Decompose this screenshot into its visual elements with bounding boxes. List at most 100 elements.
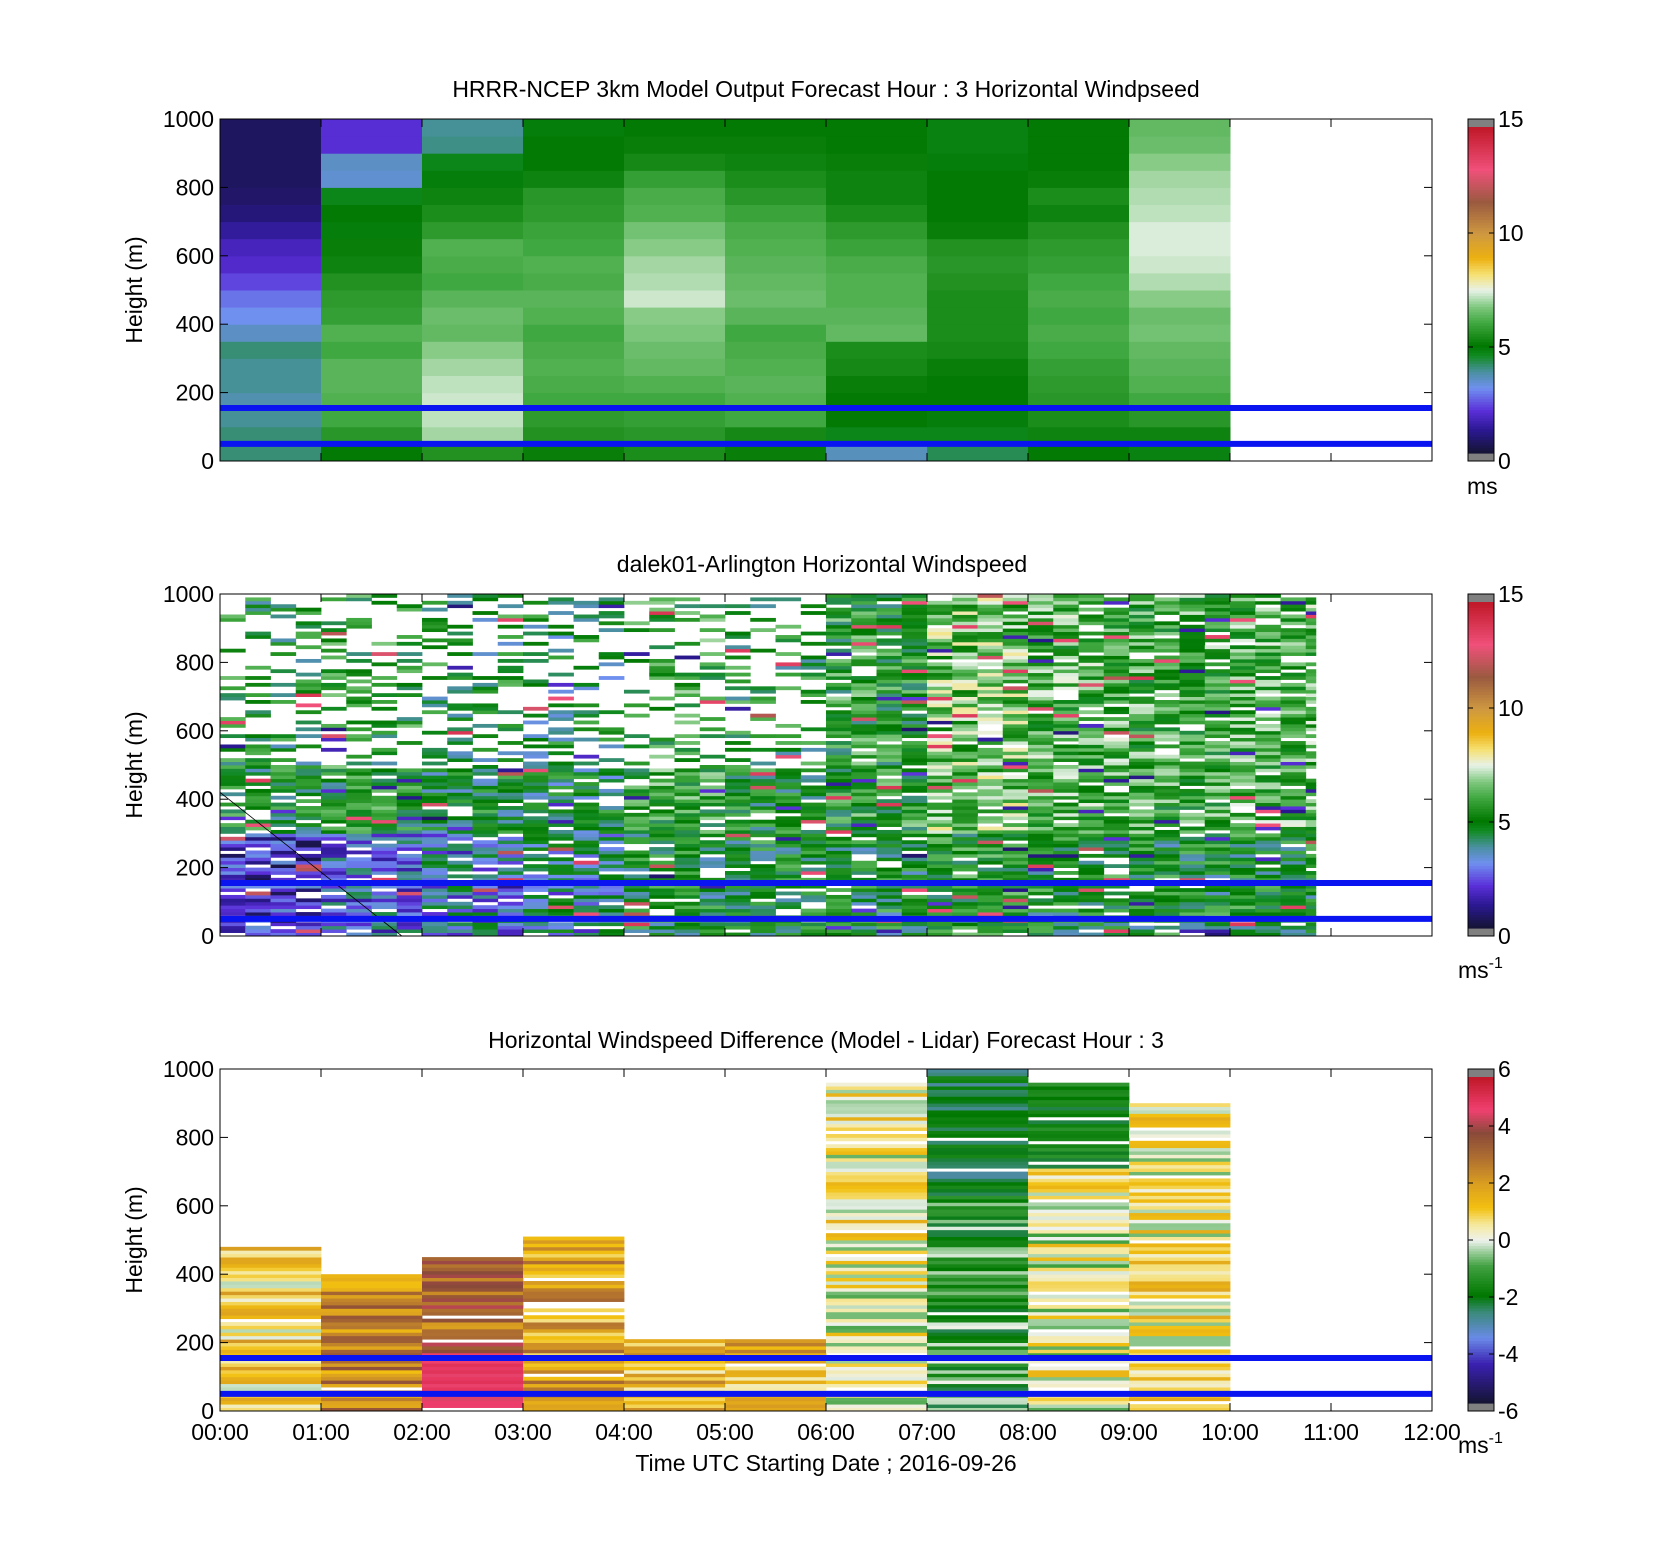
colorbar-swatch: [1468, 276, 1494, 280]
heatmap-cell: [927, 628, 953, 633]
heatmap-cell: [1028, 1260, 1130, 1265]
heatmap-cell: [1154, 597, 1180, 602]
heatmap-cell: [472, 689, 499, 694]
heatmap-cell: [674, 874, 701, 879]
heatmap-cell: [1129, 617, 1155, 622]
heatmap-cell: [1002, 751, 1029, 756]
heatmap-cell: [1129, 782, 1155, 786]
heatmap-cell: [245, 929, 271, 933]
colorbar-swatch: [1468, 707, 1494, 712]
heatmap-cell: [523, 1376, 625, 1381]
heatmap-cell: [1305, 908, 1317, 913]
heatmap-cell: [1129, 747, 1155, 752]
heatmap-cell: [977, 840, 1004, 845]
heatmap-cell: [800, 891, 827, 896]
heatmap-cell: [1305, 860, 1317, 865]
heatmap-cell: [523, 1294, 625, 1299]
heatmap-cell: [270, 912, 297, 916]
heatmap-cell: [1154, 761, 1180, 766]
heatmap-cell: [371, 826, 398, 831]
trace-line: [220, 792, 403, 936]
heatmap-cell: [1255, 676, 1281, 680]
heatmap-cell: [649, 853, 675, 858]
heatmap-cell: [876, 628, 903, 633]
x-tick-label: 11:00: [1303, 1419, 1359, 1445]
heatmap-cell: [220, 1373, 322, 1378]
heatmap-cell: [396, 891, 423, 896]
heatmap-cell: [826, 703, 852, 708]
heatmap-cell: [1230, 655, 1256, 660]
heatmap-cell: [927, 727, 953, 732]
heatmap-cell: [321, 358, 423, 376]
heatmap-cell: [699, 901, 726, 906]
colorbar-swatch: [1468, 1288, 1494, 1293]
colorbar-swatch: [1468, 713, 1494, 717]
heatmap-cell: [750, 894, 776, 899]
heatmap-cell: [270, 765, 297, 769]
heatmap-cell: [523, 153, 625, 171]
heatmap-cell: [1129, 1151, 1231, 1155]
heatmap-cell: [422, 324, 524, 342]
colorbar-swatch: [1468, 631, 1494, 636]
heatmap-cell: [775, 829, 802, 834]
heatmap-cell: [1305, 723, 1317, 728]
heatmap-cell: [826, 1116, 928, 1121]
heatmap-cell: [775, 891, 802, 896]
heatmap-cell: [1129, 1315, 1231, 1320]
heatmap-cell: [220, 136, 322, 154]
heatmap-cell: [1280, 631, 1307, 636]
heatmap-cell: [1129, 341, 1231, 359]
heatmap-cell: [674, 888, 701, 892]
colorbar-swatch: [1468, 1087, 1494, 1092]
heatmap-cell: [1305, 829, 1317, 834]
colorbar-swatch: [1468, 300, 1494, 305]
heatmap-cell: [1028, 727, 1054, 732]
heatmap-cell: [1305, 607, 1317, 612]
heatmap-cell: [674, 641, 701, 646]
heatmap-cell: [1053, 611, 1079, 615]
heatmap-cell: [371, 894, 398, 899]
heatmap-cell: [876, 686, 903, 691]
heatmap-cell: [927, 843, 953, 848]
heatmap-cell: [1053, 768, 1079, 773]
heatmap-cell: [649, 744, 675, 749]
heatmap-cell: [1230, 710, 1256, 715]
heatmap-cell: [927, 1315, 1029, 1320]
heatmap-cell: [1255, 929, 1281, 933]
heatmap-cell: [1103, 737, 1130, 742]
heatmap-cell: [1129, 829, 1155, 834]
heatmap-cell: [750, 819, 776, 824]
heatmap-cell: [1078, 802, 1105, 807]
heatmap-cell: [295, 816, 322, 821]
heatmap-cell: [1280, 782, 1307, 786]
colorbar-swatch: [1468, 268, 1494, 272]
colorbar-swatch: [1468, 371, 1494, 375]
heatmap-cell: [1204, 761, 1231, 766]
heatmap-cell: [295, 765, 322, 769]
heatmap-cell: [927, 1274, 1029, 1279]
heatmap-cell: [1255, 816, 1281, 821]
heatmap-cell: [245, 768, 271, 773]
heatmap-cell: [674, 860, 701, 865]
heatmap-cell: [497, 836, 524, 841]
heatmap-cell: [851, 894, 877, 899]
heatmap-cell: [1053, 823, 1079, 827]
heatmap-cell: [1002, 836, 1029, 841]
heatmap-cell: [927, 1294, 1029, 1299]
heatmap-cell: [826, 187, 928, 205]
heatmap-cell: [270, 871, 297, 875]
heatmap-cell: [927, 1133, 1029, 1138]
heatmap-cell: [1129, 1383, 1231, 1388]
heatmap-cell: [725, 782, 751, 786]
heatmap-cell: [270, 802, 297, 807]
heatmap-cell: [624, 713, 650, 718]
heatmap-cell: [1028, 1127, 1130, 1131]
heatmap-cell: [447, 894, 473, 899]
heatmap-cell: [1078, 871, 1105, 875]
heatmap-cell: [1230, 826, 1256, 831]
heatmap-cell: [1028, 860, 1054, 865]
heatmap-cell: [1305, 802, 1317, 807]
heatmap-cell: [1154, 860, 1180, 865]
heatmap-cell: [1129, 238, 1231, 257]
heatmap-cell: [270, 853, 297, 858]
